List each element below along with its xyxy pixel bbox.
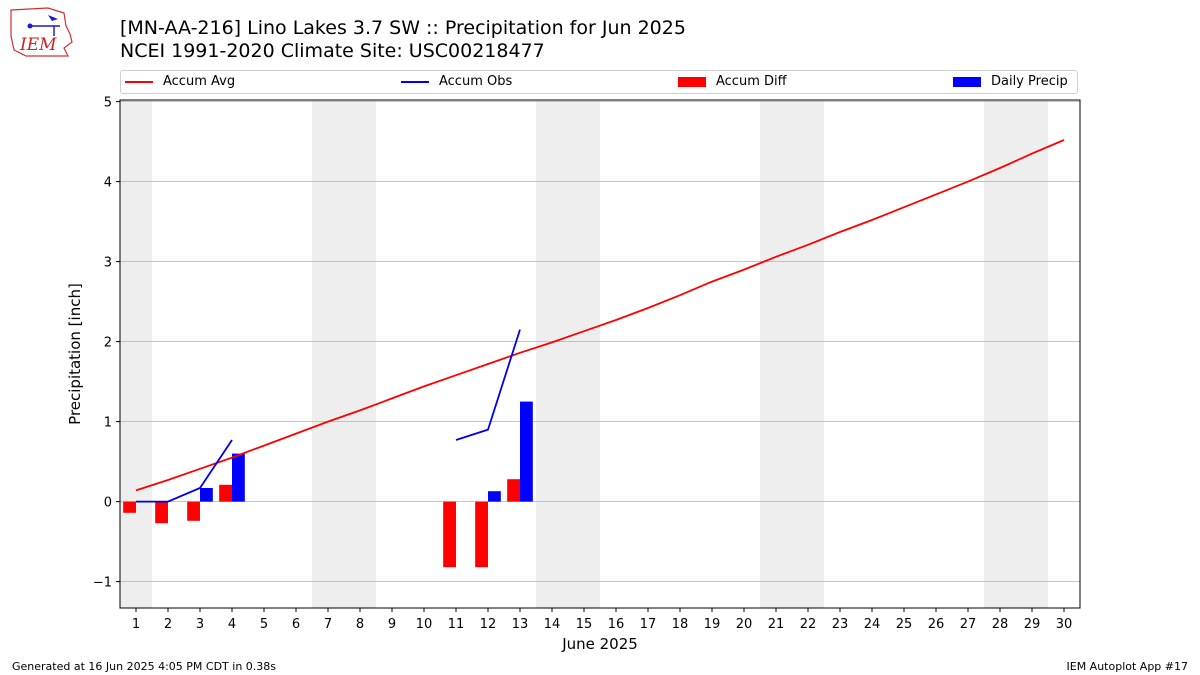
x-tick-label-16: 16 (608, 617, 625, 632)
x-tick-label-12: 12 (480, 617, 497, 632)
accum-diff-bar-3 (187, 501, 200, 521)
x-tick-label-26: 26 (928, 617, 945, 632)
footer-app: IEM Autoplot App #17 (1066, 660, 1189, 673)
daily-precip-bar-13 (520, 401, 533, 502)
accum-obs-line-1 (136, 439, 233, 503)
x-axis-ticks: 1 2 3 4 5 6 7 8 9 10 11 12 13 14 15 16 17 18 19 20 21 22 23 24 2… (132, 608, 1072, 632)
accum-diff-bar-11 (443, 501, 456, 568)
x-tick-label-23: 23 (832, 617, 849, 632)
daily-precip-bar-4 (232, 453, 245, 502)
accum-diff-bar-4 (219, 484, 232, 502)
accum-avg-line-1 (135, 139, 1065, 492)
x-tick-label-8: 8 (356, 617, 364, 632)
legend-label-accum-avg: Accum Avg (163, 74, 236, 89)
y-tick-label-1: 0 (104, 496, 112, 511)
x-tick-label-27: 27 (960, 617, 977, 632)
legend: Accum Avg Accum Obs Accum Diff Daily Pre… (120, 70, 1078, 94)
x-tick-label-19: 19 (704, 617, 721, 632)
x-tick-label-29: 29 (1024, 617, 1041, 632)
accum-diff-bar-2 (155, 501, 168, 524)
legend-label-accum-diff: Accum Diff (716, 74, 787, 89)
x-tick-label-3: 3 (196, 617, 204, 632)
chart-subtitle: NCEI 1991-2020 Climate Site: USC00218477 (120, 40, 545, 62)
x-tick-label-11: 11 (448, 617, 465, 632)
x-tick-label-10: 10 (416, 617, 433, 632)
x-tick-label-17: 17 (640, 617, 657, 632)
accum-obs-line-2 (455, 329, 521, 441)
legend-swatch-daily-precip (953, 76, 981, 87)
weekend-band-2 (312, 100, 376, 608)
accum-diff-bar-12 (475, 501, 488, 568)
y-tick-label-3: 2 (104, 336, 112, 351)
y-tick-label-0: −1 (93, 576, 112, 591)
x-tick-label-14: 14 (544, 617, 561, 632)
logo-text: IEM (19, 35, 57, 55)
gridlines (120, 101, 1080, 582)
legend-label-accum-obs: Accum Obs (439, 74, 513, 89)
x-tick-label-15: 15 (576, 617, 593, 632)
x-tick-label-18: 18 (672, 617, 689, 632)
x-tick-label-9: 9 (388, 617, 396, 632)
footer-generated: Generated at 16 Jun 2025 4:05 PM CDT in … (12, 660, 277, 673)
plot-frame (119, 99, 1081, 609)
daily-precip-bar-3 (200, 488, 213, 502)
legend-swatch-accum-avg (125, 80, 153, 83)
x-axis-label: June 2025 (561, 635, 638, 653)
weekend-bands (120, 100, 1048, 608)
legend-swatch-accum-diff (678, 76, 706, 87)
x-tick-label-4: 4 (228, 617, 236, 632)
x-tick-label-1: 1 (132, 617, 140, 632)
legend-item-accum-obs: Accum Obs (401, 74, 512, 89)
y-axis-ticks: −1 0 1 2 3 4 5 (93, 96, 120, 591)
legend-item-daily-precip: Daily Precip (953, 74, 1068, 89)
x-tick-label-22: 22 (800, 617, 817, 632)
iem-logo: IEM (10, 7, 73, 57)
x-tick-label-30: 30 (1056, 617, 1073, 632)
y-tick-label-2: 1 (104, 416, 112, 431)
x-tick-label-7: 7 (324, 617, 332, 632)
weekend-band-1 (120, 100, 152, 608)
legend-item-accum-avg: Accum Avg (125, 74, 235, 89)
x-tick-label-5: 5 (260, 617, 268, 632)
x-tick-label-13: 13 (512, 617, 529, 632)
legend-swatch-accum-obs (401, 80, 429, 83)
y-tick-label-6: 5 (104, 96, 112, 111)
x-tick-label-24: 24 (864, 617, 881, 632)
y-tick-label-4: 3 (104, 256, 112, 271)
chart-title: [MN-AA-216] Lino Lakes 3.7 SW :: Precipi… (120, 17, 686, 39)
accum-diff-bar-1 (123, 501, 136, 513)
bar-series (123, 401, 533, 568)
legend-item-accum-diff: Accum Diff (678, 74, 787, 89)
weekend-band-5 (984, 100, 1048, 608)
daily-precip-bar-12 (488, 491, 501, 502)
y-axis-label: Precipitation [inch] (66, 283, 84, 425)
x-tick-label-25: 25 (896, 617, 913, 632)
x-tick-label-21: 21 (768, 617, 785, 632)
x-tick-label-2: 2 (164, 617, 172, 632)
legend-label-daily-precip: Daily Precip (991, 74, 1068, 89)
accum-diff-bar-13 (507, 479, 520, 502)
line-series (135, 139, 1065, 503)
x-tick-label-20: 20 (736, 617, 753, 632)
weekend-band-3 (536, 100, 600, 608)
x-tick-label-28: 28 (992, 617, 1009, 632)
weekend-band-4 (760, 100, 824, 608)
y-tick-label-5: 4 (104, 176, 112, 191)
x-tick-label-6: 6 (292, 617, 300, 632)
